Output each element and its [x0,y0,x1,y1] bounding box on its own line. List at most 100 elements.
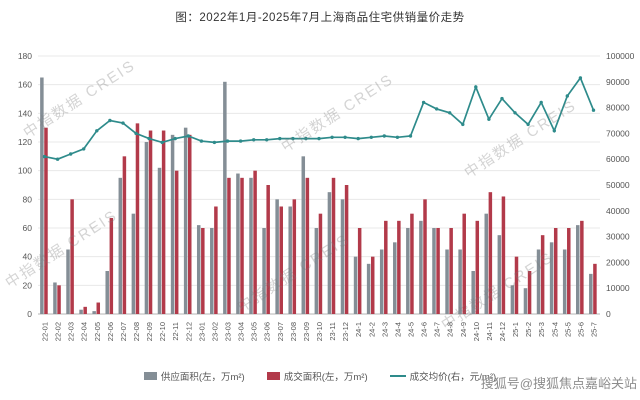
x-axis-label: 22-02 [54,322,63,341]
right-axis-tick: 70000 [606,128,630,138]
right-axis-tick: 10000 [606,283,630,293]
bar-deal-area [279,206,283,314]
bar-deal-area [553,228,558,314]
price-point [500,96,504,101]
bar-supply-area [458,249,462,314]
legend-item-deal-area: 成交面积(左，万m²) [266,369,368,383]
bar-deal-area [488,192,493,314]
price-point [160,140,164,145]
bar-supply-area [340,199,345,314]
x-axis-label: 24-9 [459,322,468,337]
bar-supply-area [183,127,188,314]
x-axis-label: 22-03 [67,322,76,341]
bar-deal-area [410,213,414,314]
bar-supply-area [536,249,541,314]
bar-supply-area [144,142,149,314]
price-point [212,140,217,145]
bar-supply-area [301,156,306,314]
bar-supply-area [66,249,70,314]
left-axis-tick: 80 [23,194,33,204]
bar-supply-area [236,173,240,314]
legend-swatch-price-line [389,375,406,377]
bar-supply-area [523,288,528,314]
right-axis-tick: 60000 [606,154,630,164]
bar-supply-area [249,177,253,314]
legend-label-price: 成交均价(右，元/m²) [409,372,497,383]
price-point [591,108,596,112]
x-axis-label: 24-1 [354,322,363,337]
x-axis-label: 22-08 [132,322,141,341]
bar-deal-area [580,220,584,314]
left-axis-tick: 40 [23,252,33,262]
price-point [225,139,230,143]
price-point [95,129,99,133]
bar-deal-area [266,185,270,314]
bar-supply-area [105,271,109,314]
left-axis-tick: 100 [18,166,32,176]
x-axis-label: 22-11 [171,322,180,341]
price-point [252,138,256,142]
bar-supply-area [314,228,319,314]
chart-title: 图：2022年1月-2025年7月上海商品住宅供销量价走势 [175,12,465,24]
price-point [291,136,295,141]
legend-label-supply: 供应面积(左，万m²) [160,372,245,383]
x-axis-label: 22-12 [184,322,193,341]
right-axis-tick: 30000 [606,232,630,242]
x-axis-label: 22-04 [80,322,89,341]
bar-supply-area [223,81,227,314]
price-point [369,135,373,139]
price-point [55,157,60,161]
left-axis-tick: 120 [18,137,32,147]
price-point [238,139,243,143]
bar-deal-area [370,256,375,314]
bar-supply-area [327,192,332,314]
price-point [526,122,530,127]
bar-supply-area [288,206,292,314]
legend: 供应面积(左，万m²) 成交面积(左，万m²) 成交均价(右，元/m²) [0,369,640,383]
x-axis-label: 22-07 [119,322,128,341]
price-line [44,76,595,161]
right-axis-tick: 90000 [606,77,630,87]
bar-deal-area [161,130,166,314]
right-axis-tick: 100000 [606,51,635,61]
price-point [304,136,308,141]
x-axis-label: 23-07 [276,322,285,341]
x-axis-label: 25-3 [537,322,546,337]
x-axis-label: 22-06 [106,322,115,341]
price-point [199,139,204,143]
bar-supply-area [118,177,123,314]
bar-supply-area [196,225,201,314]
bar-deal-area [501,196,506,314]
x-axis-label: 22-01 [41,322,50,341]
x-axis-label: 23-05 [250,322,259,341]
bar-deal-area [318,213,323,314]
price-point [448,111,452,115]
x-axis-label: 24-2 [367,322,376,337]
bar-supply-area [562,249,567,314]
x-axis-label: 25-1 [511,322,520,337]
price-point [565,94,569,98]
x-axis-label: 22-05 [93,322,102,341]
price-point [134,131,138,136]
bar-deal-area [423,199,427,314]
bar-supply-area [393,242,397,314]
bar-supply-area [170,134,175,314]
left-axis-tick: 180 [18,51,32,61]
bar-supply-area [262,228,266,314]
x-axis-label: 23-08 [289,322,298,341]
price-point [121,121,125,125]
bar-supply-area [497,235,502,314]
bar-deal-area [240,177,244,314]
x-axis-label: 25-2 [524,322,533,337]
x-axis-label: 24-4 [393,322,402,337]
x-axis-label: 23-12 [341,322,350,341]
bar-deal-area [201,228,205,314]
x-axis-label: 23-09 [302,322,311,341]
x-axis-label: 23-04 [237,322,246,341]
price-point [408,134,413,138]
bar-deal-area [253,170,257,314]
bar-deal-area [540,235,545,314]
bar-supply-area [445,249,449,314]
bar-deal-area [122,156,127,314]
